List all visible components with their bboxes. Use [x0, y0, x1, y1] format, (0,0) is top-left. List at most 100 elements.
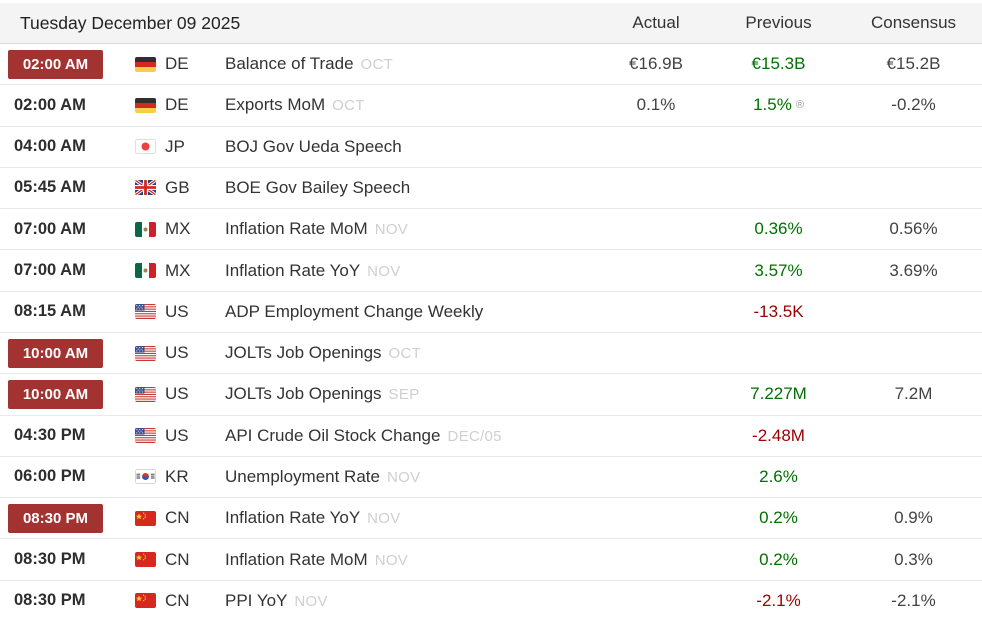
event-link[interactable]: JOLTs Job Openings OCT	[225, 343, 600, 363]
flag-gb-icon	[135, 180, 165, 196]
event-link[interactable]: Unemployment Rate NOV	[225, 467, 600, 487]
reference-period: NOV	[367, 510, 401, 528]
reference-period: NOV	[374, 551, 409, 569]
date-title: Tuesday December 09 2025	[20, 12, 241, 33]
flag-us-icon	[135, 304, 165, 320]
time-cell: 08:30 PM	[0, 550, 135, 569]
flag-mx-icon	[135, 221, 165, 237]
time-cell: 08:15 AM	[0, 302, 135, 321]
event-time: 04:30 PM	[14, 426, 86, 445]
consensus-value: 7.2M	[845, 384, 982, 404]
event-link[interactable]: Exports MoM OCT	[225, 95, 600, 115]
event-link[interactable]: BOE Gov Bailey Speech	[225, 178, 600, 198]
reference-period: NOV	[374, 221, 409, 239]
previous-value: -13.5K	[712, 302, 845, 322]
consensus-value: 0.3%	[845, 550, 982, 570]
event-link[interactable]: JOLTs Job Openings SEP	[225, 384, 600, 404]
previous-value-text: 0.36%	[754, 219, 803, 239]
table-row[interactable]: 08:30 PM CN Inflation Rate YoY NOV 0.2% 0.9%	[0, 498, 982, 540]
event-link[interactable]: BOJ Gov Ueda Speech	[225, 137, 600, 157]
event-time: 05:45 AM	[14, 178, 86, 197]
event-time: 06:00 PM	[14, 467, 86, 486]
previous-value: 0.36%	[712, 219, 845, 239]
event-name: JOLTs Job Openings	[225, 384, 382, 404]
event-link[interactable]: Inflation Rate MoM NOV	[225, 219, 600, 239]
revised-marker: ®	[795, 99, 804, 112]
consensus-value-text: €15.2B	[886, 54, 941, 74]
flag-cn-icon	[135, 510, 165, 526]
consensus-value-text: 0.56%	[889, 219, 938, 239]
time-cell: 10:00 AM	[0, 338, 135, 368]
previous-value-text: -13.5K	[753, 301, 804, 321]
column-header-actual: Actual	[632, 13, 680, 32]
event-name: Inflation Rate MoM	[225, 549, 368, 569]
previous-value: 0.2%	[712, 550, 845, 570]
consensus-value-text: 0.9%	[894, 508, 933, 528]
previous-value-text: -2.1%	[756, 590, 801, 610]
table-row[interactable]: 04:00 AM JP BOJ Gov Ueda Speech	[0, 127, 982, 168]
country-code: DE	[165, 95, 189, 115]
calendar-header: Tuesday December 09 2025 Actual Previous…	[0, 3, 982, 44]
flag-de-icon	[135, 97, 165, 113]
consensus-value: €15.2B	[845, 54, 982, 74]
time-cell: 10:00 AM	[0, 379, 135, 409]
consensus-value-text: 0.3%	[894, 549, 933, 569]
table-row[interactable]: 06:00 PM KR Unemployment Rate NOV 2.6%	[0, 457, 982, 499]
event-link[interactable]: ADP Employment Change Weekly	[225, 302, 600, 322]
actual-value-text: €16.9B	[629, 54, 683, 74]
country-code: DE	[165, 54, 189, 74]
consensus-value: 0.9%	[845, 508, 982, 528]
table-row[interactable]: 08:15 AM US ADP Employment Change Weekly -1…	[0, 292, 982, 333]
table-row[interactable]: 08:30 PM CN Inflation Rate MoM NOV 0.2% 0.3%	[0, 539, 982, 581]
previous-value-text: 0.2%	[759, 508, 798, 528]
table-row[interactable]: 07:00 AM MX Inflation Rate MoM NOV 0.36% 0.56…	[0, 209, 982, 251]
event-link[interactable]: Inflation Rate YoY NOV	[225, 508, 600, 528]
table-row[interactable]: 07:00 AM MX Inflation Rate YoY NOV 3.57% 3.69…	[0, 250, 982, 292]
consensus-value: -2.1%	[845, 591, 982, 611]
time-cell: 06:00 PM	[0, 467, 135, 486]
table-row[interactable]: 08:30 PM CN PPI YoY NOV -2.1% -2.1%	[0, 581, 982, 621]
previous-value-text: -2.48M	[752, 425, 805, 445]
event-name: PPI YoY	[225, 590, 288, 610]
previous-value-text: 3.57%	[754, 260, 803, 280]
time-cell: 04:30 PM	[0, 426, 135, 445]
column-header-consensus: Consensus	[870, 13, 957, 32]
event-time-badge: 10:00 AM	[8, 338, 103, 368]
event-name: JOLTs Job Openings	[225, 343, 382, 363]
event-link[interactable]: API Crude Oil Stock Change DEC/05	[225, 426, 600, 446]
table-row[interactable]: 05:45 AM GB BOE Gov Bailey Speech	[0, 168, 982, 210]
event-time-badge: 10:00 AM	[8, 379, 103, 409]
previous-value: 2.6%	[712, 467, 845, 487]
table-row[interactable]: 02:00 AM DE Balance of Trade OCT €16.9B €15.3…	[0, 44, 982, 86]
previous-value-text: 2.6%	[759, 466, 798, 486]
previous-value-text: 1.5%	[753, 95, 792, 115]
time-cell: 08:30 PM	[0, 591, 135, 610]
time-cell: 02:00 AM	[0, 49, 135, 79]
table-row[interactable]: 10:00 AM US JOLTs Job Openings OCT	[0, 333, 982, 375]
actual-value: 0.1%	[600, 95, 712, 115]
table-row[interactable]: 02:00 AM DE Exports MoM OCT 0.1% 1.5% ® -0.2%	[0, 85, 982, 127]
column-header-previous: Previous	[745, 13, 812, 32]
event-name: BOJ Gov Ueda Speech	[225, 136, 402, 156]
consensus-value: -0.2%	[845, 95, 982, 115]
time-cell: 02:00 AM	[0, 96, 135, 115]
event-name: Balance of Trade	[225, 54, 354, 74]
table-row[interactable]: 10:00 AM US JOLTs Job Openings SEP 7.227M 7.2…	[0, 374, 982, 416]
event-link[interactable]: PPI YoY NOV	[225, 591, 600, 611]
event-time: 04:00 AM	[14, 137, 86, 156]
event-link[interactable]: Inflation Rate YoY NOV	[225, 261, 600, 281]
previous-value: -2.1%	[712, 591, 845, 611]
actual-value: €16.9B	[600, 54, 712, 74]
table-row[interactable]: 04:30 PM US API Crude Oil Stock Change DEC/…	[0, 416, 982, 457]
country-code: CN	[165, 590, 190, 610]
flag-kr-icon	[135, 469, 165, 485]
flag-us-icon	[135, 386, 165, 402]
country-code: GB	[165, 177, 190, 197]
event-time: 02:00 AM	[14, 95, 86, 114]
reference-period: OCT	[388, 345, 422, 363]
event-time: 07:00 AM	[14, 261, 86, 280]
consensus-value-text: 3.69%	[889, 260, 938, 280]
event-link[interactable]: Balance of Trade OCT	[225, 54, 600, 74]
event-time: 08:15 AM	[14, 302, 86, 321]
event-link[interactable]: Inflation Rate MoM NOV	[225, 550, 600, 570]
